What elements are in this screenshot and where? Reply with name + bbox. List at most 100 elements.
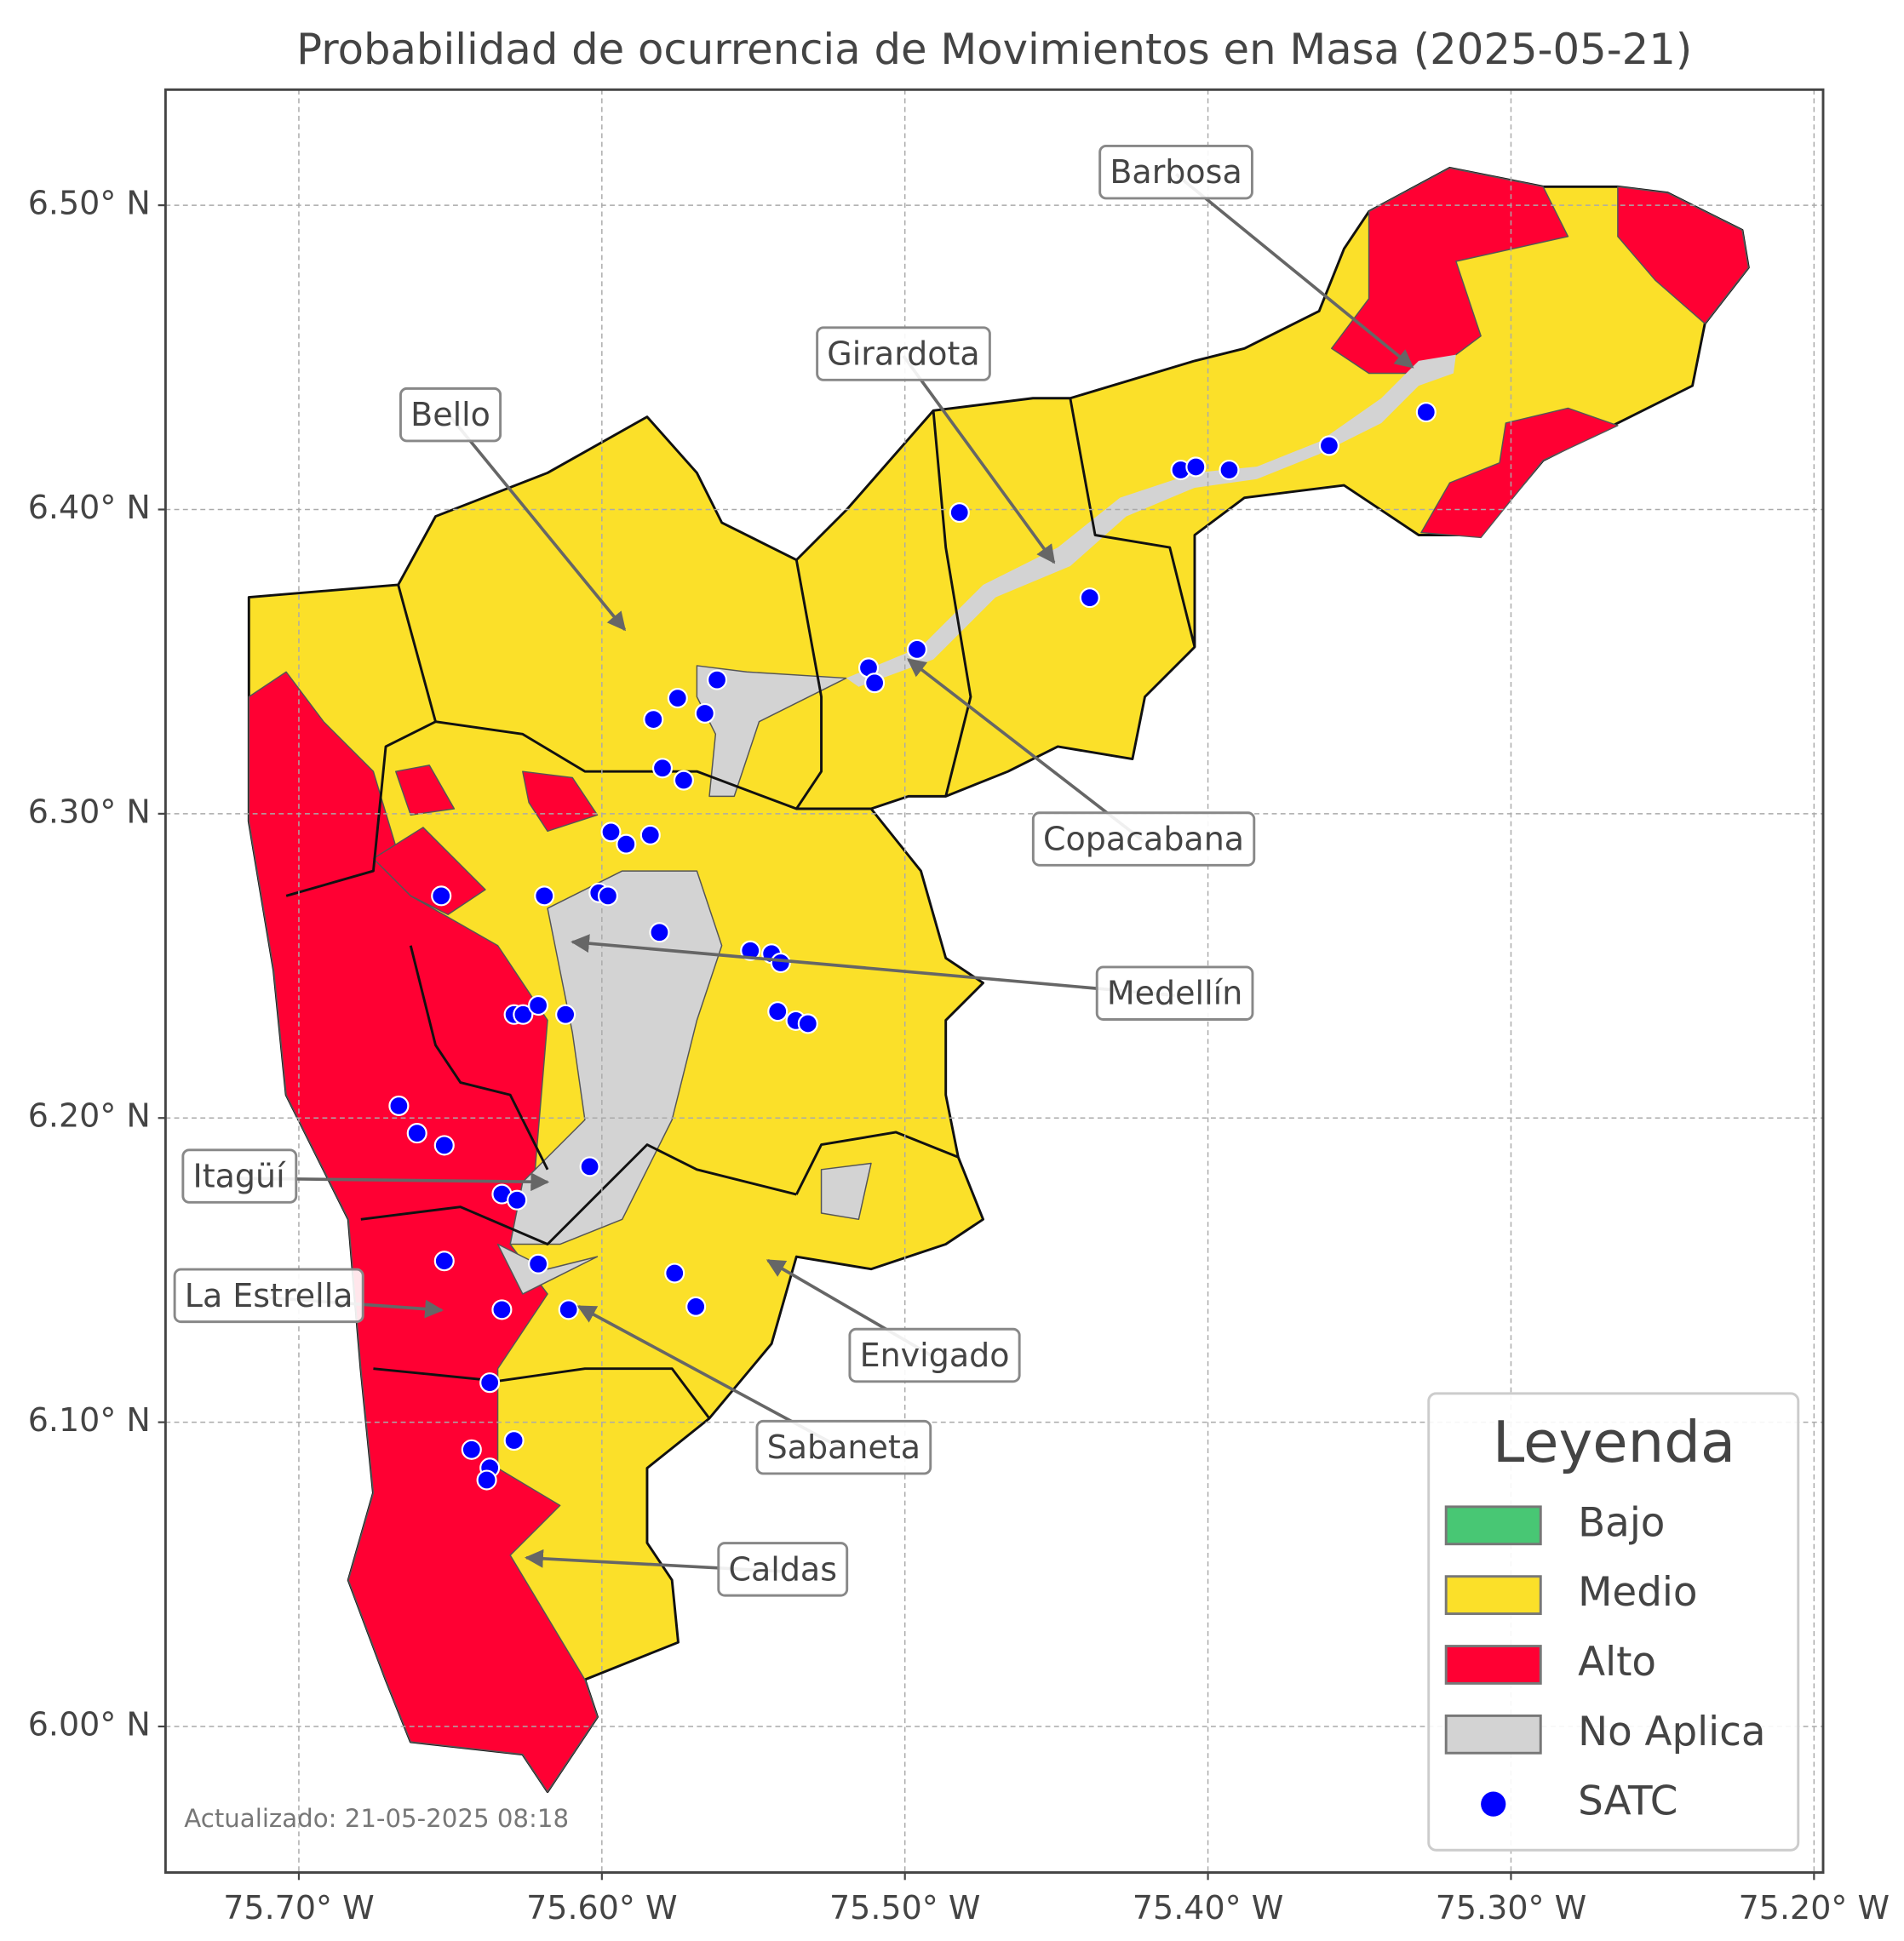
annotation-box [755,1419,932,1475]
municipal-border [795,1131,959,1195]
annotation-label: Caldas [728,1550,837,1588]
satc-point [600,822,622,843]
satc-point [1415,402,1437,423]
satc-point [797,1013,818,1034]
annotations: Barbosa Girardota Bello Copacabana Medellín I… [173,144,1414,1597]
legend-label: Medio [1578,1570,1697,1616]
legend-label: Bajo [1578,1500,1665,1546]
satc-point [1219,459,1240,481]
y-tick-label: 6.30° N [28,793,151,830]
satc-point [503,1430,525,1451]
updated-note: Actualizado: 21-05-2025 08:18 [184,1804,569,1833]
region-no-aplica [820,1162,872,1221]
region-alto [372,827,486,915]
satc-point [673,770,694,791]
annotation-box [1031,811,1256,867]
region-alto [395,764,456,816]
municipal-border [409,945,549,1171]
satc-point [649,922,670,943]
satc-point [949,502,970,524]
satc-point [740,940,761,961]
annotation-label: Sabaneta [767,1429,920,1466]
legend-patch [1444,1505,1542,1546]
x-tick-label: 75.30° W [1436,1889,1586,1927]
region-alto [522,770,599,833]
satc-point [558,1299,579,1320]
municipal-border [360,1143,797,1245]
annotation-box [181,1148,298,1204]
satc-point [476,1469,497,1491]
x-tick-label: 75.40° W [1133,1889,1283,1927]
satc-point [406,1123,427,1144]
satc-point [433,1251,455,1272]
annotation-box [173,1268,364,1324]
y-tick-label: 6.10° N [28,1401,151,1439]
legend-title: Leyenda [1493,1409,1735,1475]
y-tick-label: 6.00° N [28,1706,151,1743]
annotation-label: Barbosa [1110,153,1242,191]
legend-label: No Aplica [1578,1709,1765,1755]
satc-point [388,1095,410,1117]
satc-point [507,1189,528,1211]
annotation-box [1095,965,1254,1021]
annotation-box [717,1542,849,1597]
satc-point [685,1296,707,1317]
municipal-border [932,410,972,797]
x-tick-label: 75.60° W [526,1889,677,1927]
municipal-border [373,1367,711,1419]
region-alto [1331,167,1569,375]
legend-label: SATC [1578,1779,1677,1825]
legend: Leyenda Bajo Medio Alto No Aplica SATC [1427,1392,1800,1852]
satc-point [513,1004,534,1025]
annotation-label: Bello [410,396,490,433]
annotation-arrow [907,658,1145,843]
satc-point [528,994,549,1016]
municipal-border [1069,398,1196,648]
satc-point [431,885,452,907]
annotation-box [848,1327,1021,1383]
satc-point [651,758,674,779]
satc-point [433,1135,455,1156]
satc-point [479,1372,501,1394]
annotation-arrow [1174,173,1414,369]
satc-point [534,885,555,907]
satc-point [767,1001,789,1022]
municipal-border [285,584,437,897]
legend-label: Alto [1578,1640,1656,1686]
regions [247,166,1750,1794]
satc-point [643,709,664,730]
legend-patch [1444,1645,1542,1685]
satc-point [491,1299,513,1320]
y-tick-label: 6.20° N [28,1097,151,1135]
annotation-box [816,326,991,381]
annotation-label: Itagüí [193,1158,287,1195]
axes: 75.70° W 75.60° W 75.50° W 75.40° W 75.30° W… [28,89,1890,1927]
y-tick-label: 6.40° N [28,489,151,526]
annotation-arrow [449,415,627,632]
satc-point [770,952,791,974]
satc-point [707,669,728,690]
legend-patch [1444,1575,1542,1616]
annotation-label: Medellín [1107,975,1242,1012]
satc-point [461,1439,482,1460]
region-alto [1617,186,1750,324]
satc-point [667,688,688,709]
map-title: Probabilidad de ocurrencia de Movimiento… [296,25,1692,74]
satc-points [388,402,1437,1491]
satc-point [664,1263,685,1284]
annotation-label: Girardota [827,335,979,373]
satc-point [555,1004,576,1025]
annotation-arrow [902,354,1056,564]
municipal-border [794,559,823,810]
satc-point [528,1253,549,1274]
satc-point [864,673,886,694]
satc-point [639,824,661,845]
satc-point [694,702,715,724]
annotation-label: Envigado [860,1337,1010,1374]
satc-point [1079,587,1100,609]
annotation-arrow [571,934,1175,998]
y-tick-label: 6.50° N [28,185,151,222]
satc-point [616,833,637,855]
municipal-border [435,720,872,810]
